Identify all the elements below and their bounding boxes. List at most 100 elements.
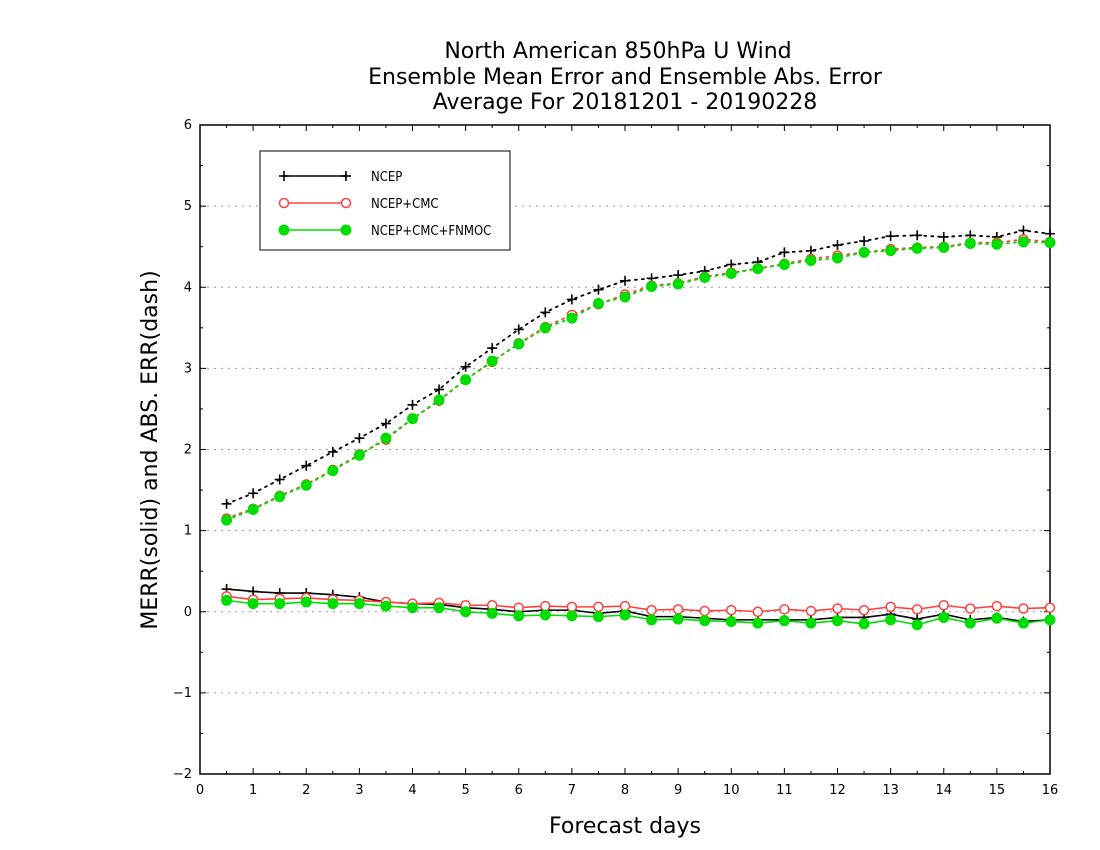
legend-marker xyxy=(278,224,290,236)
mean-err-point xyxy=(964,617,976,629)
mean-err-point xyxy=(672,613,684,625)
abs-err-point xyxy=(460,361,471,372)
abs-err-point xyxy=(779,247,790,258)
mean-err-point xyxy=(885,601,896,613)
x-tick-label: 15 xyxy=(989,783,1006,798)
legend-item: NCEP xyxy=(279,170,402,185)
x-axis-label: Forecast days xyxy=(549,814,701,839)
mean-err-point xyxy=(1018,603,1029,614)
y-tick-label: 1 xyxy=(184,524,192,539)
mean-err-point xyxy=(911,604,923,615)
mean-err-point xyxy=(486,607,498,619)
y-tick-label: −2 xyxy=(173,767,192,782)
abs-err-point xyxy=(353,449,365,461)
mean-err-point xyxy=(433,602,445,614)
y-tick-label: 0 xyxy=(184,605,192,620)
mean-err-point xyxy=(353,598,365,610)
mean-err-point xyxy=(699,615,711,627)
mean-err-point xyxy=(247,598,259,610)
x-tick-label: 3 xyxy=(355,783,363,798)
x-tick-label: 2 xyxy=(302,783,310,798)
mean-err-point xyxy=(832,615,843,627)
x-tick-label: 13 xyxy=(882,783,899,798)
mean-err-point xyxy=(566,610,578,622)
abs-err-line xyxy=(225,240,1051,521)
mean-err-point xyxy=(1017,617,1029,629)
chart-period: Average For 20181201 - 20190228 xyxy=(433,90,818,115)
abs-err-point xyxy=(752,263,764,275)
abs-err-point xyxy=(991,238,1003,250)
legend-item: NCEP+CMC+FNMOC xyxy=(278,224,491,239)
y-tick-label: 2 xyxy=(184,443,192,458)
legend-box xyxy=(259,150,511,251)
abs-err-point xyxy=(593,284,604,295)
mean-err-point xyxy=(965,603,976,614)
abs-err-point xyxy=(221,498,232,509)
y-tick-label: 5 xyxy=(184,199,192,214)
mean-err-point xyxy=(885,614,897,626)
x-tick-label: 10 xyxy=(723,783,740,798)
grid xyxy=(200,205,1050,694)
y-tick-label: 6 xyxy=(184,118,192,133)
abs-err-point xyxy=(832,240,843,251)
x-tick-label: 0 xyxy=(196,783,204,798)
x-tick-label: 12 xyxy=(829,783,846,798)
abs-err-point xyxy=(566,312,578,324)
abs-err-line xyxy=(225,238,1051,520)
mean-err-point xyxy=(832,603,843,614)
abs-err-point xyxy=(805,254,817,266)
abs-err-point xyxy=(301,460,312,471)
abs-err-point xyxy=(885,245,897,257)
abs-err-point xyxy=(592,297,604,309)
abs-err-point xyxy=(620,275,630,286)
mean-err-point xyxy=(752,617,764,629)
abs-err-point xyxy=(513,338,525,350)
abs-err-point xyxy=(1017,236,1029,248)
chart-title: North American 850hPa U Wind xyxy=(444,39,791,64)
y-tick-label: −1 xyxy=(173,686,192,701)
x-tick-label: 14 xyxy=(935,783,952,798)
legend-marker xyxy=(340,197,352,209)
mean-err-point xyxy=(805,617,817,629)
mean-err-point xyxy=(274,598,286,610)
abs-err-line xyxy=(225,229,1051,505)
abs-err-point xyxy=(938,231,949,242)
y-axis: 6 5 4 3 2 1 0 −1 −2 xyxy=(173,118,1050,782)
legend-marker xyxy=(279,171,289,181)
x-tick-label: 16 xyxy=(1042,783,1059,798)
mean-err-point xyxy=(752,606,764,617)
mean-err-point xyxy=(726,604,737,616)
abs-err-point xyxy=(725,267,737,279)
mean-err-point xyxy=(539,609,551,621)
mean-err-point xyxy=(407,602,418,614)
mean-err-point xyxy=(513,610,525,622)
abs-err-point xyxy=(513,324,524,335)
abs-err-point xyxy=(619,291,631,303)
mean-err-point xyxy=(991,612,1003,624)
mean-err-point xyxy=(592,611,604,623)
abs-err-point xyxy=(486,355,498,367)
abs-err-point xyxy=(300,479,312,491)
x-tick-label: 1 xyxy=(249,783,257,798)
mean-err-point xyxy=(991,600,1003,612)
abs-err-point xyxy=(407,413,418,425)
abs-err-point xyxy=(566,294,577,305)
abs-err-point xyxy=(699,272,711,284)
y-tick-label: 3 xyxy=(184,361,192,376)
legend: NCEP NCEP+CMC NCEP+CMC+FNMOC xyxy=(259,150,511,251)
series-ncep-cmc-fnmoc xyxy=(221,236,1056,631)
mean-err-point xyxy=(725,615,737,627)
abs-err-point xyxy=(859,236,870,247)
abs-err-point xyxy=(433,394,445,406)
mean-err-point xyxy=(938,611,950,623)
x-axis: 0 1 2 3 4 5 6 7 8 9 10 11 12 13 14 15 16 xyxy=(196,125,1058,798)
mean-err-point xyxy=(1044,614,1056,626)
legend-marker xyxy=(278,197,290,209)
abs-err-point xyxy=(646,280,658,292)
abs-err-point xyxy=(487,343,498,354)
abs-err-point xyxy=(938,241,950,253)
abs-err-point xyxy=(407,399,418,410)
mean-err-point xyxy=(380,600,392,612)
mean-err-point xyxy=(672,604,684,615)
y-axis-label: MERR(solid) and ABS. ERR(dash) xyxy=(138,270,163,629)
